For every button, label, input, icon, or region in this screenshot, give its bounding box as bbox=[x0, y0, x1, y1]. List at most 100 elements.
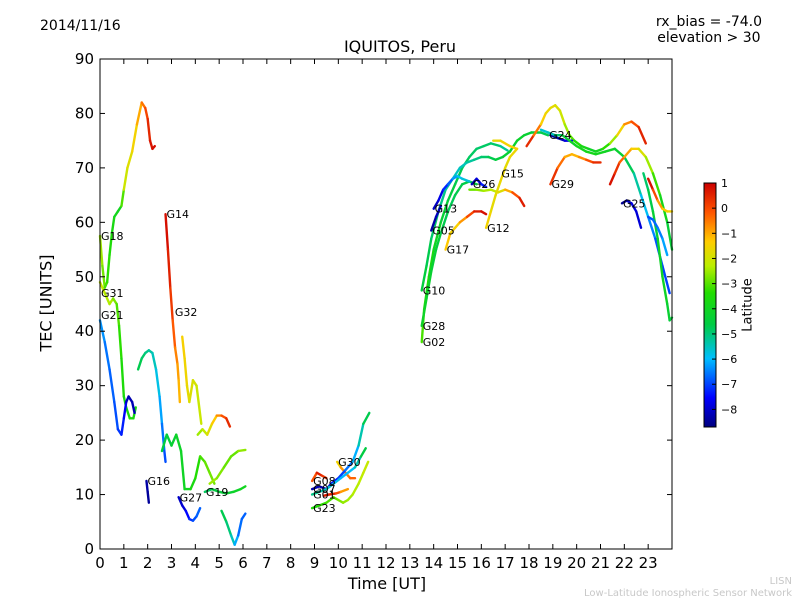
series-segment bbox=[515, 134, 526, 142]
series-segment bbox=[225, 520, 233, 537]
series-segment bbox=[181, 335, 186, 360]
series-segment bbox=[503, 155, 512, 170]
x-tick-label: 20 bbox=[567, 554, 586, 572]
colorbar-tick-label: −7 bbox=[721, 378, 737, 391]
y-tick-label: 90 bbox=[75, 50, 94, 68]
series-g06b bbox=[646, 177, 674, 213]
series-g26 bbox=[470, 177, 488, 189]
y-tick-label: 60 bbox=[75, 213, 94, 231]
series-g06 bbox=[196, 414, 232, 436]
series-segment bbox=[120, 357, 126, 398]
series-g31 bbox=[98, 281, 137, 420]
series-segment bbox=[184, 509, 191, 521]
series-g08 bbox=[310, 471, 328, 483]
series-segment bbox=[210, 414, 218, 425]
sat-label-g02: G02 bbox=[423, 336, 446, 349]
series-g03 bbox=[539, 128, 671, 295]
y-tick-label: 10 bbox=[75, 486, 94, 504]
series-segment bbox=[489, 193, 497, 213]
series-segment bbox=[651, 218, 659, 229]
series-segment bbox=[337, 468, 347, 480]
series-segment bbox=[561, 134, 571, 142]
series-segment bbox=[618, 155, 626, 164]
series-segment bbox=[217, 490, 228, 495]
series-segment bbox=[215, 466, 226, 480]
series-segment bbox=[523, 131, 533, 137]
y-tick-label: 20 bbox=[75, 431, 94, 449]
series-segment bbox=[499, 144, 509, 152]
date-label: 2014/11/16 bbox=[40, 18, 121, 34]
x-ticks: 0 1 2 3 4 5 6 7 8 9 10 11 12 13 14 15 16 17 18 19 20 21 22 23 bbox=[95, 59, 658, 572]
series-g05 bbox=[430, 204, 443, 232]
sat-label-g25: G25 bbox=[623, 197, 646, 210]
series-segment bbox=[615, 123, 626, 137]
series-segment bbox=[594, 147, 605, 153]
series-segment bbox=[608, 172, 616, 186]
colorbar-tick-label: 1 bbox=[721, 177, 728, 190]
series-segment bbox=[518, 196, 526, 208]
series-segment bbox=[229, 449, 240, 458]
sat-label-g07: G07 bbox=[313, 483, 336, 496]
series-segment bbox=[126, 150, 134, 170]
series-segment bbox=[220, 509, 228, 523]
series-segment bbox=[453, 221, 462, 229]
series-segment bbox=[458, 215, 469, 224]
series-segment bbox=[237, 517, 244, 537]
series-segment bbox=[623, 155, 636, 175]
series-segment bbox=[154, 368, 161, 398]
y-tick-label: 70 bbox=[75, 159, 94, 177]
series-segment bbox=[661, 237, 669, 257]
series-segment bbox=[604, 147, 616, 153]
x-tick-label: 11 bbox=[353, 554, 372, 572]
series-segment bbox=[475, 144, 485, 151]
series-segment bbox=[623, 147, 633, 159]
series-segment bbox=[339, 487, 350, 494]
series-segment bbox=[195, 384, 203, 425]
x-axis-label: Time [UT] bbox=[347, 574, 427, 593]
series-segment bbox=[325, 482, 335, 491]
series-segment bbox=[439, 199, 450, 224]
series-segment bbox=[656, 199, 664, 210]
series-segment bbox=[558, 109, 566, 126]
sat-label-g01: G01 bbox=[313, 489, 336, 502]
series-g29 bbox=[549, 153, 602, 186]
series-segment bbox=[623, 120, 633, 126]
series-segment bbox=[310, 485, 321, 491]
series-segment bbox=[332, 477, 342, 485]
series-segment bbox=[240, 512, 247, 521]
y-tick-label: 30 bbox=[75, 377, 94, 395]
series-segment bbox=[344, 460, 354, 472]
series-segment bbox=[656, 237, 664, 278]
x-tick-label: 22 bbox=[615, 554, 634, 572]
series-g17 bbox=[444, 210, 488, 251]
series-segment bbox=[175, 433, 183, 453]
series-segment bbox=[601, 142, 612, 151]
series-segment bbox=[563, 123, 571, 137]
series-segment bbox=[532, 123, 543, 137]
sat-label-g19: G19 bbox=[206, 486, 229, 499]
series-segment bbox=[125, 406, 131, 420]
series-segment bbox=[420, 297, 428, 327]
series-segment bbox=[151, 144, 157, 151]
series-segment bbox=[145, 479, 149, 494]
series-segment bbox=[183, 357, 189, 387]
series-segment bbox=[637, 125, 647, 145]
series-segment bbox=[103, 291, 111, 306]
chart-title: IQUITOS, Peru bbox=[343, 37, 457, 56]
sat-label-g26: G26 bbox=[473, 178, 496, 191]
sat-label-g24: G24 bbox=[549, 129, 572, 142]
series-g13 bbox=[432, 174, 471, 210]
series-segment bbox=[487, 155, 497, 161]
series-segment bbox=[503, 188, 514, 194]
sat-label-g10: G10 bbox=[423, 284, 446, 297]
sat-label-g27: G27 bbox=[180, 491, 203, 504]
series-segment bbox=[556, 155, 566, 170]
series-segment bbox=[359, 447, 367, 458]
x-tick-label: 5 bbox=[214, 554, 224, 572]
bias-elevation-info: rx_bias = -74.0 elevation > 30 bbox=[656, 14, 762, 46]
series-segment bbox=[635, 210, 643, 229]
x-tick-label: 3 bbox=[167, 554, 177, 572]
colorbar-tick-label: −2 bbox=[721, 252, 737, 265]
series-segment bbox=[113, 400, 120, 431]
